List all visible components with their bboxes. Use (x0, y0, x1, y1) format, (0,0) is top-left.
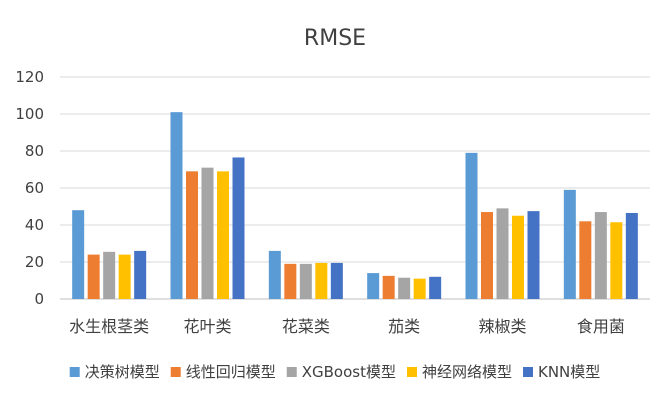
x-category-label: 辣椒类 (478, 317, 526, 336)
bar (284, 263, 297, 299)
x-category-label: 花叶类 (183, 317, 231, 336)
bar (563, 189, 576, 299)
bar (398, 277, 411, 299)
bar (217, 171, 229, 299)
bar (232, 157, 245, 299)
bar (268, 250, 281, 299)
bar (170, 112, 183, 300)
bar (481, 212, 493, 299)
legend-item: 线性回归模型 (170, 363, 276, 381)
legend-item: 神经网络模型 (406, 363, 512, 381)
bar (103, 251, 116, 299)
legend-label: KNN模型 (538, 363, 600, 381)
grid (60, 76, 650, 300)
legend-swatch (523, 367, 534, 377)
bar (134, 250, 147, 299)
y-tick-label: 120 (15, 68, 44, 86)
bar (330, 262, 343, 299)
legend-label: 神经网络模型 (422, 363, 512, 381)
bar (87, 254, 100, 299)
legend-item: XGBoost模型 (286, 363, 396, 381)
x-category-label: 水生根茎类 (69, 317, 149, 336)
chart-title: RMSE (304, 26, 366, 51)
bar (72, 210, 85, 299)
x-category-label: 茄类 (388, 317, 420, 336)
legend-item: KNN模型 (523, 363, 600, 381)
y-tick-label: 40 (25, 216, 44, 234)
legend-swatch (69, 367, 80, 377)
bar (186, 171, 198, 299)
y-tick-label: 0 (34, 290, 44, 308)
x-category-label: 花菜类 (282, 317, 330, 336)
legend-item: 决策树模型 (69, 363, 160, 381)
legend: 决策树模型 线性回归模型 XGBoost模型 神经网络模型 KNN模型 (69, 363, 600, 381)
y-axis-ticks: 0 20 40 60 80 100 120 (15, 68, 44, 308)
bar (367, 273, 380, 299)
bars (72, 112, 638, 300)
bar (299, 263, 312, 299)
y-tick-label: 100 (15, 105, 44, 123)
legend-swatch (406, 367, 417, 377)
bar (201, 167, 214, 299)
bar (610, 222, 623, 299)
bar (527, 211, 540, 299)
x-axis-categories: 水生根茎类 花叶类 花菜类 茄类 辣椒类 食用菌 (69, 317, 625, 336)
bar (465, 152, 478, 299)
bar (315, 262, 328, 299)
bar (625, 212, 638, 299)
legend-label: XGBoost模型 (302, 363, 396, 381)
legend-label: 决策树模型 (85, 363, 160, 381)
x-category-label: 食用菌 (577, 317, 625, 336)
legend-swatch (170, 367, 181, 377)
bar (118, 254, 131, 299)
bar (594, 212, 607, 299)
bar (496, 208, 509, 299)
y-tick-label: 60 (25, 179, 44, 197)
bar (382, 275, 395, 299)
bar (512, 215, 524, 299)
bar (579, 221, 592, 299)
y-tick-label: 80 (25, 142, 44, 160)
y-tick-label: 20 (25, 253, 44, 271)
bar (429, 276, 442, 299)
legend-swatch (286, 367, 297, 377)
legend-label: 线性回归模型 (186, 363, 276, 381)
bar (413, 278, 426, 299)
